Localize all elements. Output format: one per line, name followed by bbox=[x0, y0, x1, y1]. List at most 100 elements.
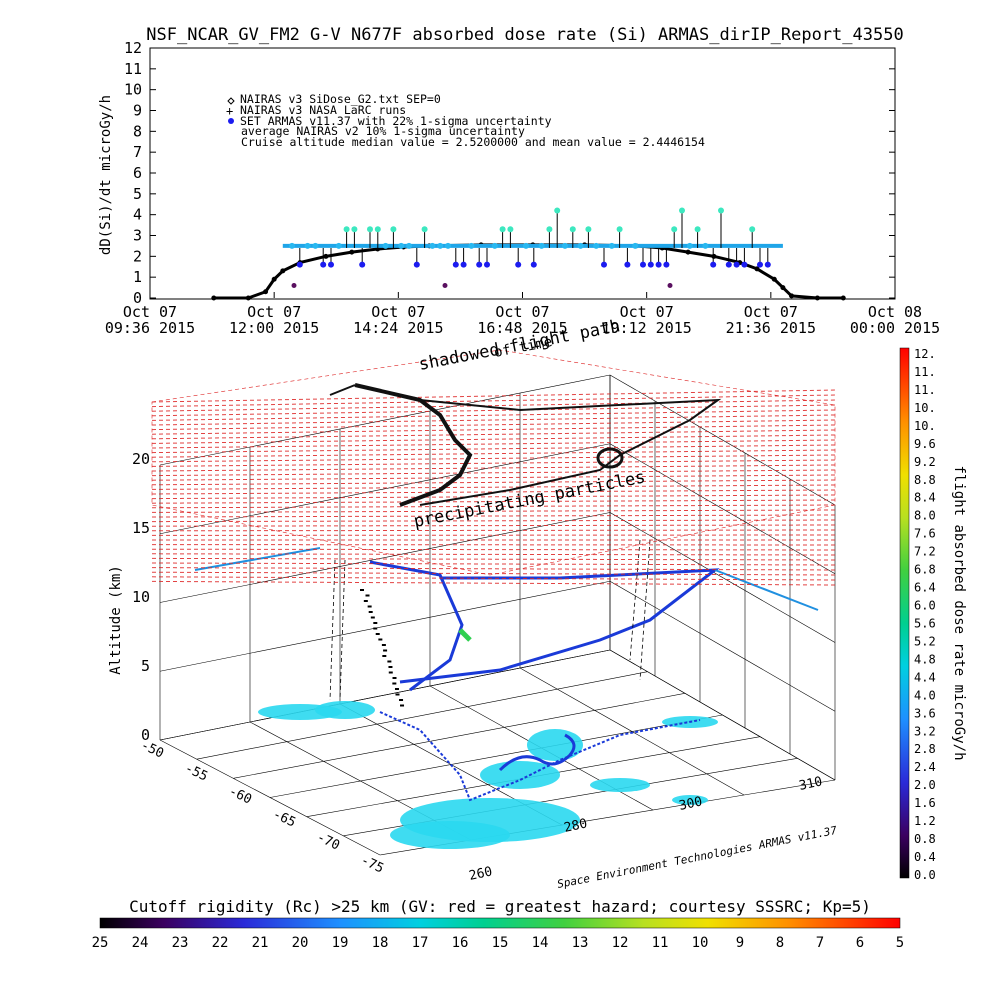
nairas-point bbox=[814, 295, 820, 301]
armas-point bbox=[328, 261, 334, 268]
armas-point bbox=[694, 226, 701, 233]
armas-point bbox=[343, 226, 350, 233]
legend-label: average NAIRAS v2 10% 1-sigma uncertaint… bbox=[241, 124, 525, 138]
rigidity-colorbar-tick-label: 20 bbox=[292, 935, 309, 951]
nairas-point bbox=[780, 285, 786, 291]
altitude-axis-label: Altitude (km) bbox=[108, 565, 124, 675]
legend-entry: NAIRAS v3 SiDose_G2.txt SEP=0 bbox=[227, 92, 441, 106]
latitude-tick-label: -65 bbox=[270, 807, 298, 831]
rigidity-colorbar-tick-label: 23 bbox=[172, 935, 189, 951]
nairas-point bbox=[789, 293, 795, 299]
dose-colorbar-tick-label: 4.0 bbox=[914, 688, 936, 702]
top-y-axis-label: dD(Si)/dt microGy/h bbox=[98, 95, 114, 255]
altitude-tick-label: 5 bbox=[141, 657, 150, 675]
armas-low-point bbox=[442, 283, 448, 288]
armas-point bbox=[320, 261, 327, 268]
latitude-tick-label: -70 bbox=[314, 830, 342, 854]
rigidity-colorbar-tick-label: 13 bbox=[572, 935, 589, 951]
wall-grid-line bbox=[159, 512, 611, 603]
ground-patch bbox=[590, 778, 650, 792]
dose-colorbar-tick-label: 0.0 bbox=[914, 868, 936, 882]
top-x-tick-label-line1: Oct 07 bbox=[371, 303, 425, 321]
particle-plane-line bbox=[151, 562, 836, 566]
armas-point bbox=[686, 242, 693, 249]
dose-colorbar-tick-label: 12. bbox=[914, 347, 936, 361]
armas-point bbox=[499, 226, 506, 233]
dose-colorbar-tick-label: 6.0 bbox=[914, 599, 936, 613]
rigidity-colorbar-gradient bbox=[99, 917, 901, 929]
ground-rigidity-map bbox=[258, 701, 718, 849]
particle-plane-line bbox=[151, 557, 836, 561]
particle-plane-line bbox=[151, 409, 836, 421]
top-x-tick-label-line1: Oct 08 bbox=[868, 303, 922, 321]
armas-point bbox=[413, 261, 420, 268]
armas-point bbox=[460, 261, 467, 268]
armas-point bbox=[757, 261, 763, 268]
particle-plane-line bbox=[151, 459, 836, 467]
dose-colorbar-tick-label: 0.4 bbox=[914, 850, 936, 864]
particle-plane-line bbox=[151, 414, 836, 426]
nairas-line bbox=[213, 243, 844, 300]
wall-grid-line bbox=[609, 580, 836, 712]
dose-colorbar-tick-label: 7.2 bbox=[914, 545, 936, 559]
top-data-series bbox=[211, 207, 846, 301]
particle-plane-line bbox=[151, 484, 836, 490]
particle-plane-line bbox=[151, 499, 836, 504]
dose-colorbar-tick-label: 2.4 bbox=[914, 760, 936, 774]
armas-point bbox=[304, 242, 311, 249]
armas-low-point bbox=[291, 283, 297, 288]
armas-point bbox=[663, 261, 670, 268]
particle-plane-line bbox=[151, 580, 836, 586]
nairas-point bbox=[685, 249, 691, 255]
particle-plane-line bbox=[151, 519, 836, 523]
latitude-tick-label: -60 bbox=[226, 784, 254, 808]
ground-track bbox=[379, 711, 701, 802]
top-x-tick-label-line2: 09:36 2015 bbox=[105, 319, 195, 337]
armas-point bbox=[546, 226, 553, 233]
rigidity-colorbar-tick-label: 25 bbox=[92, 935, 109, 951]
particle-plane-line bbox=[151, 424, 836, 435]
armas-point bbox=[398, 242, 405, 249]
armas-point bbox=[507, 226, 514, 233]
top-plot-frame bbox=[149, 47, 896, 300]
armas-point bbox=[710, 261, 717, 268]
particle-plane-outline bbox=[151, 349, 836, 576]
top-legend: NAIRAS v3 SiDose_G2.txt SEP=0 + NAIRAS v3 … bbox=[226, 92, 705, 149]
top-x-tick-label-line1: Oct 07 bbox=[620, 303, 674, 321]
dose-colorbar-tick-label: 7.6 bbox=[914, 527, 936, 541]
legend-entry: SET ARMAS v11.37 with 22% 1-sigma uncert… bbox=[228, 114, 552, 128]
rigidity-colorbar-tick-label: 21 bbox=[252, 935, 269, 951]
armas-point bbox=[647, 261, 654, 268]
floor-grid-line bbox=[233, 693, 686, 779]
armas-point bbox=[491, 242, 498, 249]
particle-plane-line bbox=[151, 571, 836, 576]
top-y-tick-label: 10 bbox=[124, 81, 142, 99]
wall-grid-line bbox=[159, 443, 611, 535]
dose-colorbar-tick-label: 8.0 bbox=[914, 509, 936, 523]
dose-colorbar-tick-label: 10. bbox=[914, 401, 936, 415]
top-y-tick-label: 1 bbox=[133, 268, 142, 286]
top-y-tick-label: 9 bbox=[133, 102, 142, 120]
armas-point bbox=[554, 207, 561, 214]
rigidity-colorbar-tick-label: 18 bbox=[372, 935, 389, 951]
armas-point bbox=[289, 242, 295, 249]
armas-point bbox=[577, 242, 584, 249]
dose-colorbar-gradient bbox=[899, 347, 910, 879]
top-path-loop bbox=[596, 447, 624, 469]
ground-coastline bbox=[498, 733, 576, 772]
particle-plane-line bbox=[151, 429, 836, 440]
armas-point bbox=[437, 242, 444, 249]
dose-colorbar-tick-label: 5.2 bbox=[914, 634, 936, 648]
armas-point bbox=[764, 261, 771, 268]
rigidity-colorbar-tick-label: 19 bbox=[332, 935, 349, 951]
top-y-tick-label: 3 bbox=[133, 227, 142, 245]
rigidity-colorbar-tick-label: 10 bbox=[692, 935, 709, 951]
dose-colorbar-tick-label: 2.8 bbox=[914, 742, 936, 756]
top-y-tick-label: 2 bbox=[133, 247, 142, 265]
floor-grid-line bbox=[519, 667, 745, 796]
nairas-point bbox=[754, 266, 760, 272]
particle-plane-line bbox=[151, 444, 836, 454]
rigidity-colorbar-tick-label: 24 bbox=[132, 935, 149, 951]
